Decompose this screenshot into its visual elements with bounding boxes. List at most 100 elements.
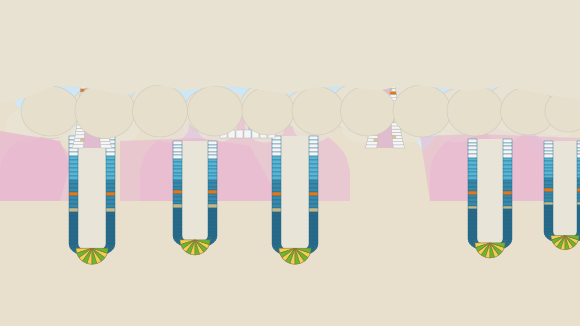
Bar (0, 256, 580, 257)
Bar (0, 161, 580, 162)
Polygon shape (173, 187, 182, 190)
Polygon shape (544, 212, 553, 215)
Bar (0, 54, 580, 55)
Polygon shape (82, 62, 86, 66)
Bar (252, 130, 259, 138)
Polygon shape (70, 245, 79, 249)
Polygon shape (389, 66, 394, 69)
Polygon shape (173, 190, 182, 194)
Polygon shape (309, 244, 318, 246)
Bar (0, 157, 580, 158)
Bar (0, 193, 580, 194)
Bar (0, 143, 580, 144)
Ellipse shape (187, 86, 242, 136)
Polygon shape (208, 141, 217, 144)
Bar (0, 31, 580, 32)
Bar (0, 266, 580, 267)
Bar (0, 85, 580, 86)
Polygon shape (390, 107, 398, 110)
Bar (0, 82, 580, 83)
Polygon shape (80, 138, 84, 141)
Bar (0, 301, 580, 302)
Bar (0, 43, 580, 44)
Bar (0, 90, 580, 91)
Polygon shape (95, 82, 101, 85)
Bar (0, 292, 580, 293)
Bar (0, 160, 580, 161)
Polygon shape (492, 245, 498, 251)
Wedge shape (551, 236, 565, 240)
Polygon shape (272, 232, 281, 236)
Bar (0, 124, 580, 125)
Bar (0, 257, 580, 258)
Bar (0, 108, 580, 109)
Polygon shape (69, 216, 78, 220)
Polygon shape (379, 63, 383, 66)
Wedge shape (195, 240, 207, 252)
Polygon shape (106, 216, 115, 220)
Polygon shape (544, 141, 553, 144)
Polygon shape (390, 104, 398, 107)
Polygon shape (79, 102, 86, 105)
Bar (0, 271, 580, 272)
Polygon shape (503, 206, 512, 209)
Bar (0, 305, 580, 306)
Polygon shape (490, 246, 494, 251)
Polygon shape (208, 232, 217, 236)
Polygon shape (106, 144, 115, 148)
Polygon shape (94, 69, 96, 72)
Polygon shape (577, 218, 580, 222)
Polygon shape (503, 228, 512, 231)
Polygon shape (379, 60, 383, 63)
Bar (0, 242, 580, 243)
Ellipse shape (53, 110, 93, 142)
Bar (0, 200, 580, 201)
Polygon shape (365, 41, 405, 148)
Bar (0, 226, 580, 227)
Polygon shape (102, 248, 111, 253)
Wedge shape (181, 240, 195, 249)
Bar (0, 195, 580, 196)
Bar (0, 135, 580, 136)
Polygon shape (173, 155, 182, 158)
Polygon shape (272, 144, 281, 148)
Bar (0, 198, 580, 199)
Bar (0, 103, 580, 104)
Polygon shape (173, 166, 182, 169)
Polygon shape (550, 237, 559, 242)
Bar (0, 273, 580, 274)
Polygon shape (81, 82, 86, 85)
Ellipse shape (393, 85, 451, 137)
Wedge shape (195, 240, 209, 249)
Bar (0, 217, 580, 218)
Polygon shape (69, 176, 78, 180)
Bar (0, 162, 580, 163)
Polygon shape (84, 72, 86, 76)
Polygon shape (503, 154, 512, 157)
Bar (0, 270, 580, 271)
Polygon shape (468, 187, 477, 191)
Polygon shape (208, 148, 217, 152)
Polygon shape (282, 250, 289, 256)
Polygon shape (83, 39, 86, 43)
Polygon shape (468, 154, 477, 157)
Polygon shape (81, 76, 86, 79)
Polygon shape (503, 176, 512, 180)
Polygon shape (272, 152, 281, 156)
Polygon shape (309, 224, 318, 228)
Wedge shape (92, 248, 108, 253)
Polygon shape (69, 244, 78, 246)
Polygon shape (390, 91, 396, 95)
Polygon shape (390, 101, 397, 104)
Bar (0, 76, 580, 77)
Polygon shape (309, 208, 318, 212)
Polygon shape (376, 41, 393, 148)
Polygon shape (577, 188, 580, 192)
Bar (0, 247, 580, 248)
Polygon shape (69, 180, 78, 184)
Bar (0, 239, 580, 240)
Polygon shape (577, 212, 580, 215)
Polygon shape (375, 88, 382, 91)
Polygon shape (182, 141, 208, 243)
Ellipse shape (21, 86, 79, 136)
